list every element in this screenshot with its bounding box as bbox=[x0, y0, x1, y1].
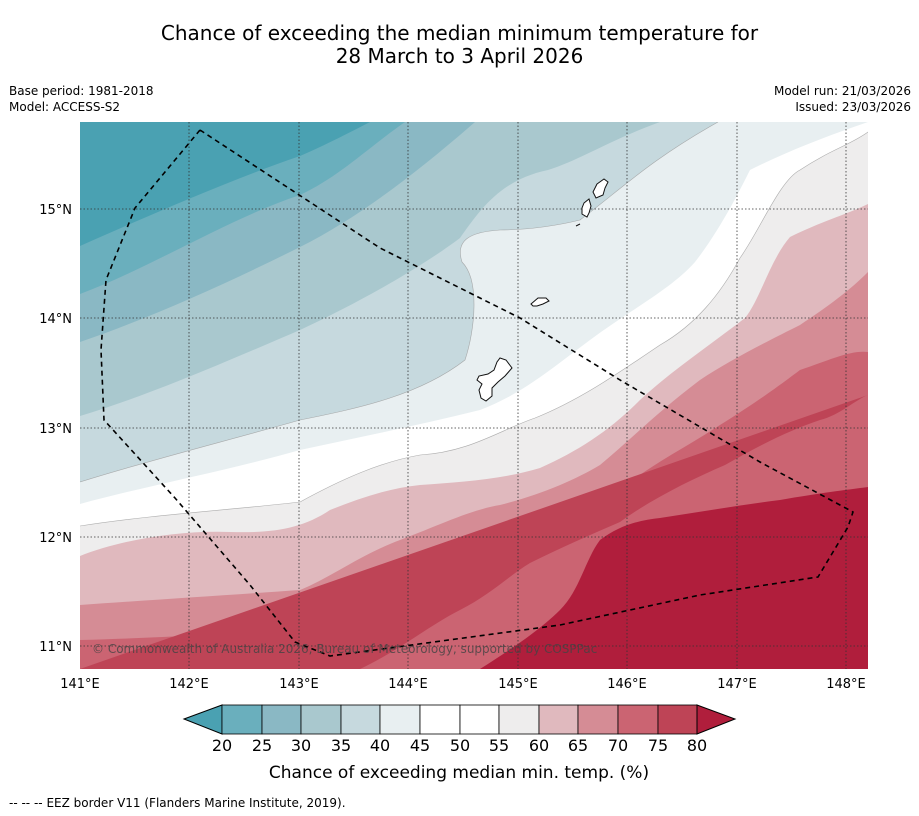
footer-legend: -- -- -- EEZ border V11 (Flanders Marine… bbox=[9, 796, 346, 810]
band-75-80 bbox=[80, 395, 868, 669]
lon-label-144: 144°E bbox=[388, 677, 428, 692]
colorbar-tick-40: 40 bbox=[370, 736, 390, 755]
map-title-line1: Chance of exceeding the median minimum t… bbox=[160, 21, 759, 45]
island-rota bbox=[530, 297, 550, 307]
colorbar-tick-60: 60 bbox=[529, 736, 549, 755]
lat-label-15: 15°N bbox=[39, 203, 72, 218]
colorbar-box-50-55 bbox=[459, 704, 500, 735]
eez-legend-text: EEZ border V11 (Flanders Marine Institut… bbox=[46, 796, 346, 810]
colorbar-box-45-50 bbox=[419, 704, 461, 735]
colorbar-box-40-45 bbox=[379, 704, 421, 735]
lat-labels: 15°N 14°N 13°N 12°N 11°N bbox=[39, 203, 72, 655]
lat-label-14: 14°N bbox=[39, 312, 72, 327]
meta-right: Model run: 21/03/2026 Issued: 23/03/2026 bbox=[774, 83, 911, 115]
colorbar-box-65-70 bbox=[577, 704, 619, 735]
colorbar-box-25-30 bbox=[261, 704, 302, 735]
lat-label-11: 11°N bbox=[39, 640, 72, 655]
colorbar-box-55-60 bbox=[498, 704, 540, 735]
colorbar-extend-high bbox=[696, 704, 737, 735]
lon-label-145: 145°E bbox=[498, 677, 538, 692]
colorbar-tick-30: 30 bbox=[291, 736, 311, 755]
colorbar-box-75-80 bbox=[657, 704, 698, 735]
lon-label-142: 142°E bbox=[169, 677, 209, 692]
colorbar-box-20-25 bbox=[221, 704, 263, 735]
colorbar-extend-low bbox=[182, 704, 223, 735]
lon-label-147: 147°E bbox=[717, 677, 757, 692]
colorbar-tick-35: 35 bbox=[331, 736, 351, 755]
copyright-text: © Commonwealth of Australia 2026, Bureau… bbox=[92, 642, 597, 656]
colorbar-tick-65: 65 bbox=[568, 736, 588, 755]
colorbar-ticks: 20 25 30 35 40 45 50 55 60 65 70 75 80 bbox=[212, 736, 707, 755]
colorbar-box-30-35 bbox=[300, 704, 342, 735]
island-aguijan bbox=[575, 223, 581, 227]
colorbar-box-35-40 bbox=[340, 704, 381, 735]
colorbar-tick-80: 80 bbox=[687, 736, 707, 755]
lat-label-12: 12°N bbox=[39, 531, 72, 546]
map-title: Chance of exceeding the median minimum t… bbox=[0, 22, 919, 68]
base-period: Base period: 1981-2018 bbox=[9, 84, 154, 98]
eez-line-symbol: -- -- -- bbox=[9, 796, 43, 810]
lon-labels: 141°E 142°E 143°E 144°E 145°E 146°E 147°… bbox=[60, 677, 866, 692]
colorbar-tick-75: 75 bbox=[648, 736, 668, 755]
lat-label-13: 13°N bbox=[39, 422, 72, 437]
colorbar-tick-45: 45 bbox=[410, 736, 430, 755]
island-guam bbox=[476, 357, 513, 402]
colorbar-box-60-65 bbox=[538, 704, 579, 735]
map-plot-area: © Commonwealth of Australia 2026, Bureau… bbox=[80, 122, 868, 669]
colorbar-tick-25: 25 bbox=[252, 736, 272, 755]
band-above-80 bbox=[480, 487, 868, 669]
issued-date: Issued: 23/03/2026 bbox=[795, 100, 911, 114]
colorbar-label: Chance of exceeding median min. temp. (%… bbox=[269, 763, 649, 783]
lon-label-143: 143°E bbox=[279, 677, 319, 692]
map-title-line2: 28 March to 3 April 2026 bbox=[335, 44, 584, 68]
gridlines bbox=[80, 122, 868, 669]
island-saipan bbox=[592, 178, 609, 199]
colorbar-tick-55: 55 bbox=[489, 736, 509, 755]
islands bbox=[476, 178, 609, 402]
meta-left: Base period: 1981-2018 Model: ACCESS-S2 bbox=[9, 83, 154, 115]
island-tinian bbox=[581, 198, 592, 218]
lon-label-148: 148°E bbox=[826, 677, 866, 692]
colorbar-tick-50: 50 bbox=[450, 736, 470, 755]
lon-label-141: 141°E bbox=[60, 677, 100, 692]
colorbar bbox=[182, 704, 737, 735]
contour-line bbox=[80, 131, 868, 527]
model-name: Model: ACCESS-S2 bbox=[9, 100, 121, 114]
eez-border bbox=[100, 128, 854, 657]
colorbar-box-70-75 bbox=[617, 704, 659, 735]
lon-label-146: 146°E bbox=[607, 677, 647, 692]
colorbar-tick-70: 70 bbox=[608, 736, 628, 755]
model-run: Model run: 21/03/2026 bbox=[773, 84, 911, 98]
colorbar-tick-20: 20 bbox=[212, 736, 232, 755]
